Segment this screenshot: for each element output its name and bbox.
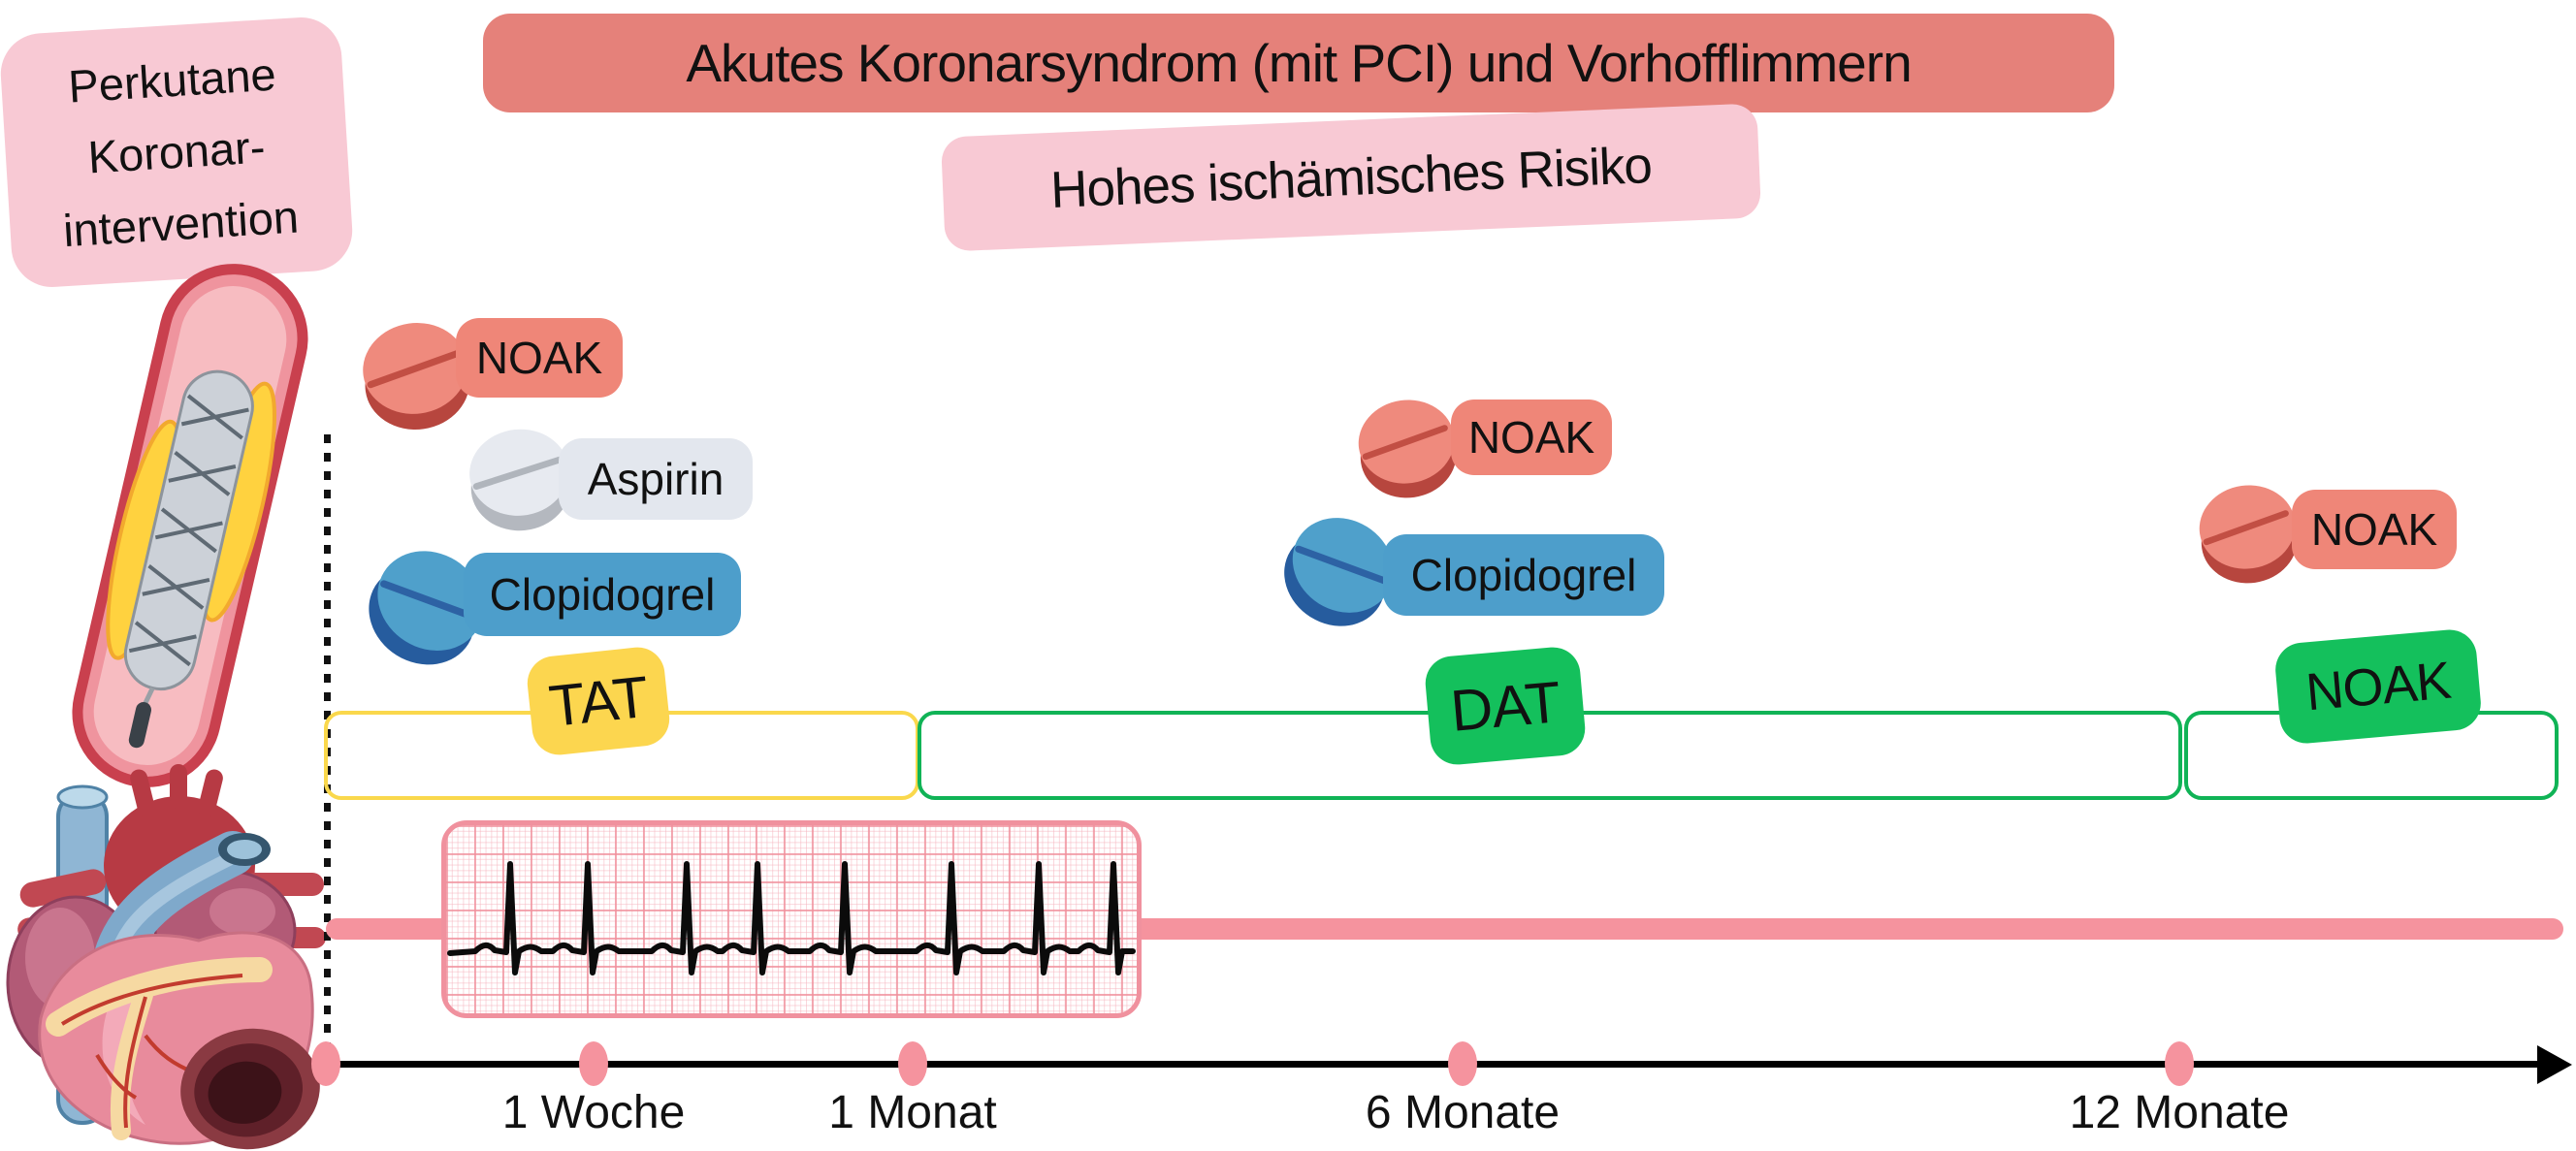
ecg-strip-icon [441, 820, 1142, 1018]
page-title: Akutes Koronarsyndrom (mit PCI) und Vorh… [686, 33, 1912, 93]
tick-label-12-monate: 12 Monate [2024, 1086, 2334, 1139]
phase-tag-dat: DAT [1423, 645, 1588, 767]
pill-icon-aspirin [469, 429, 571, 531]
page-subtitle: Hohes ischämisches Risiko [1049, 136, 1653, 219]
tick-dot-1-woche [579, 1041, 608, 1086]
clopidogrel-start-text: Clopidogrel [489, 569, 716, 620]
tick-dot-1-monat [898, 1041, 927, 1086]
pill-icon-clopidogrel-start [369, 551, 484, 665]
medication-label-clopidogrel-mid: Clopidogrel [1383, 534, 1664, 616]
tick-6-monate-text: 6 Monate [1365, 1087, 1561, 1138]
subtitle-banner: Hohes ischämisches Risiko [940, 103, 1762, 252]
title-banner: Akutes Koronarsyndrom (mit PCI) und Vorh… [483, 14, 2114, 112]
pill-icon-noak-late [2199, 485, 2298, 584]
noak-phase-text: NOAK [2303, 651, 2453, 722]
pill-icon-noak-mid [1358, 400, 1457, 498]
pci-label-line1: Perkutane [66, 48, 277, 112]
clopidogrel-mid-text: Clopidogrel [1410, 550, 1637, 600]
tat-text: TAT [546, 663, 651, 739]
pci-label-line3: intervention [61, 190, 301, 257]
dat-text: DAT [1448, 668, 1562, 744]
pill-icon-noak-start [363, 323, 470, 430]
tick-label-6-monate: 6 Monate [1307, 1086, 1618, 1139]
noak-late-text: NOAK [2310, 504, 2438, 555]
pci-label-line2: Koronar- [86, 120, 267, 183]
heart-icon [6, 764, 326, 1150]
medication-label-noak-late: NOAK [2292, 490, 2457, 569]
tick-dot-6-monate [1448, 1041, 1477, 1086]
tick-1-woche-text: 1 Woche [501, 1087, 686, 1138]
ecg-trace [447, 861, 1136, 975]
tick-dot-12-monate [2165, 1041, 2194, 1086]
tick-1-monat-text: 1 Monat [828, 1087, 997, 1138]
phase-tag-noak: NOAK [2272, 627, 2484, 746]
tick-dot-start [311, 1041, 340, 1086]
medication-label-noak-mid: NOAK [1451, 400, 1612, 475]
phase-tag-tat: TAT [525, 644, 672, 758]
time-axis-arrowhead [2537, 1045, 2572, 1084]
tick-label-1-woche: 1 Woche [438, 1086, 749, 1139]
pci-intervention-label: Perkutane Koronar- intervention [0, 15, 355, 290]
time-axis [326, 1061, 2543, 1068]
medication-label-aspirin: Aspirin [559, 438, 753, 520]
tick-label-1-monat: 1 Monat [757, 1086, 1068, 1139]
pill-icon-clopidogrel-mid [1284, 518, 1394, 626]
noak-mid-text: NOAK [1467, 412, 1595, 463]
stent-artery-icon [72, 264, 308, 787]
noak-start-text: NOAK [475, 333, 603, 383]
aspirin-text: Aspirin [587, 454, 724, 504]
medication-label-clopidogrel-start: Clopidogrel [464, 553, 741, 636]
medication-label-noak-start: NOAK [456, 318, 623, 398]
tick-12-monate-text: 12 Monate [2069, 1087, 2290, 1138]
